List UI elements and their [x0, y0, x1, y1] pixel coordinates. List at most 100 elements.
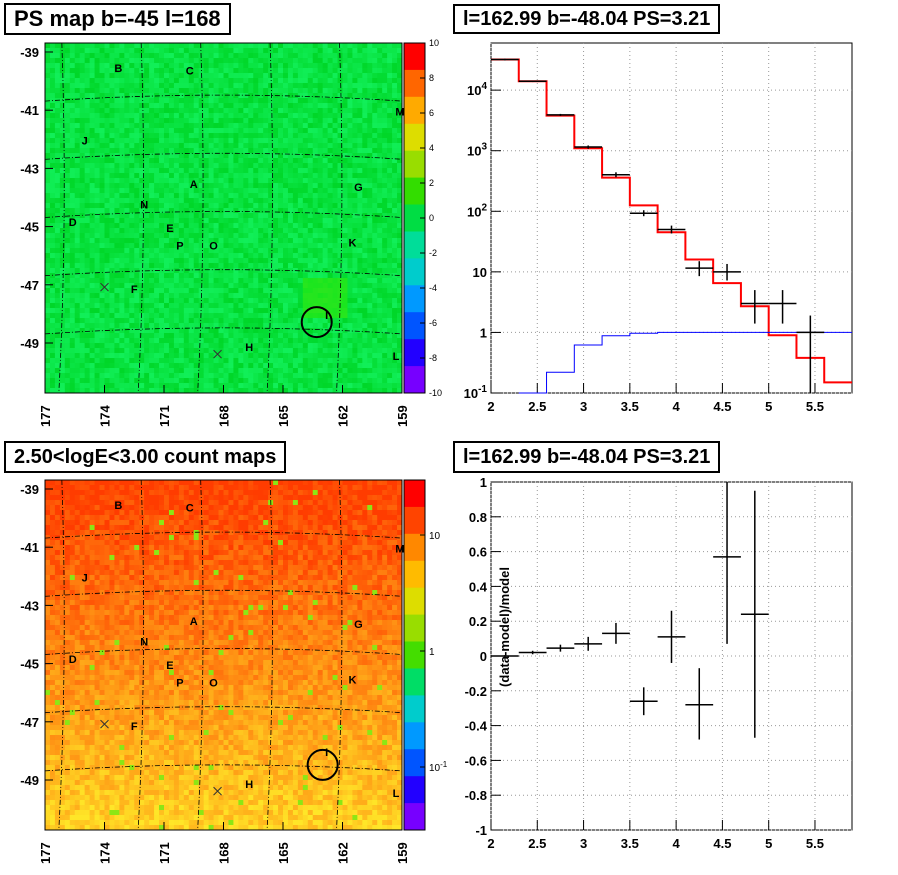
colorbar-tick-label: 10	[429, 531, 441, 542]
source-label: N	[140, 200, 148, 212]
graticule-lat	[44, 531, 403, 539]
y-tick-label: 1	[480, 475, 487, 490]
x-tick-label: 5.5	[806, 836, 824, 851]
colorbar-cell	[404, 668, 425, 696]
colorbar-tick-label: 4	[429, 143, 434, 153]
colorbar-cell	[404, 150, 425, 179]
graticule-lat	[44, 706, 403, 714]
ps-circle	[300, 306, 333, 339]
y-tick-label: 10-1	[464, 384, 488, 401]
graticule-lon	[58, 479, 65, 831]
colorbar-cell	[404, 560, 425, 589]
countmap-panel: 177 174 171 168 165 162 159 -39 -41 -43 -45 -47 -49 B…	[20, 479, 448, 864]
source-label: P	[176, 240, 183, 252]
graticule-lat	[44, 269, 403, 277]
x-tick-label: 4	[673, 836, 681, 851]
graticule-lat	[44, 94, 403, 102]
y-tick-label: -39	[20, 482, 39, 497]
y-tick-label: -0.8	[465, 788, 487, 803]
x-tick-label: 168	[217, 405, 232, 427]
ps-circle	[306, 748, 339, 781]
plot-frame	[490, 42, 853, 394]
colorbar-cell	[404, 614, 425, 642]
graticule-lon	[58, 42, 65, 394]
source-label: B	[114, 500, 122, 512]
colorbar-cell	[404, 285, 425, 313]
colorbar-cell	[404, 123, 425, 152]
y-tick-label: 103	[467, 142, 487, 159]
graticule-lon	[137, 479, 144, 831]
colorbar-tick-label: 2	[429, 178, 434, 188]
x-tick-label: 159	[395, 405, 410, 427]
source-label: L	[393, 788, 400, 800]
y-tick-label: -41	[20, 540, 39, 555]
x-tick-label: 3	[580, 399, 587, 414]
y-tick-label: 10	[473, 265, 487, 280]
colorbar-cell	[404, 204, 425, 232]
y-tick-label: 0	[480, 649, 487, 664]
x-tick-label: 4	[673, 399, 681, 414]
colorbar-tick-label: 1	[429, 647, 435, 658]
ps-map-panel: 177 174 171 168 165 162 159 -39 -41 -43 -45 -47 -49 B…	[20, 38, 442, 427]
graticule-lat	[44, 152, 403, 160]
residual-title: l=162.99 b=-48.04 PS=3.21	[453, 441, 721, 473]
colorbar-cell	[404, 803, 425, 831]
source-label: C	[186, 66, 194, 78]
y-tick-label: -1	[475, 823, 487, 838]
x-tick-label: 4.5	[713, 836, 731, 851]
y-tick-label: -41	[20, 103, 39, 118]
y-tick-label: -45	[20, 220, 39, 235]
source-label: F	[131, 284, 138, 296]
x-tick-label: 5	[765, 399, 772, 414]
source-label: G	[354, 619, 363, 631]
graticule	[44, 479, 403, 831]
source-label: E	[166, 660, 173, 672]
map-cells	[45, 480, 403, 831]
source-label: F	[131, 721, 138, 733]
source-label: C	[186, 503, 194, 515]
source-label: H	[245, 779, 253, 791]
y-tick-label: 0.4	[469, 579, 488, 594]
y-tick-label: 1	[480, 325, 487, 340]
x-marker	[100, 282, 109, 292]
colorbar-cell	[404, 641, 425, 669]
spectrum-panel: 2 2.5 3 3.5 4 4.5 5 5.5 10-1 1 10 102 103 104	[464, 42, 853, 414]
x-tick-label: 171	[157, 405, 172, 427]
y-tick-label: -0.2	[465, 684, 487, 699]
source-label: A	[190, 179, 198, 191]
y-tick-label: 0.2	[469, 614, 487, 629]
graticule-lat	[44, 648, 403, 655]
colorbar-cell	[404, 43, 425, 71]
spectrum-title: l=162.99 b=-48.04 PS=3.21	[453, 4, 721, 34]
source-label: N	[140, 637, 148, 649]
source-label: E	[166, 223, 173, 235]
x-tick-label: 4.5	[713, 399, 731, 414]
x-tick-label: 159	[395, 842, 410, 864]
source-label: P	[176, 677, 183, 689]
graticule-lon	[336, 479, 343, 831]
colorbar-cell	[404, 177, 425, 205]
colorbar-tick-label: -6	[429, 318, 437, 328]
x-tick-label: 174	[98, 842, 113, 864]
source-label: H	[245, 342, 253, 354]
x-tick-label: 165	[276, 405, 291, 427]
x-tick-label: 162	[336, 842, 351, 864]
x-tick-label: 168	[217, 842, 232, 864]
x-tick-label: 171	[157, 842, 172, 864]
map1-title: PS map b=-45 l=168	[4, 3, 231, 35]
graticule-lat	[44, 211, 403, 218]
source-label: K	[348, 674, 356, 686]
graticule-lat	[44, 764, 403, 772]
graticule-lon	[137, 42, 144, 394]
colorbar-cell	[404, 312, 425, 340]
colorbar-cell	[404, 96, 425, 125]
x-marker	[213, 786, 222, 796]
x-tick-label: 5.5	[806, 399, 824, 414]
graticule-lon	[197, 42, 204, 394]
source-label: M	[395, 543, 404, 555]
countmap-title: 2.50<logE<3.00 count maps	[4, 441, 287, 473]
colorbar-tick-label: -2	[429, 248, 437, 258]
graticule-lon	[266, 42, 273, 394]
colorbar-cell	[404, 258, 425, 286]
colorbar-cell	[404, 749, 425, 777]
